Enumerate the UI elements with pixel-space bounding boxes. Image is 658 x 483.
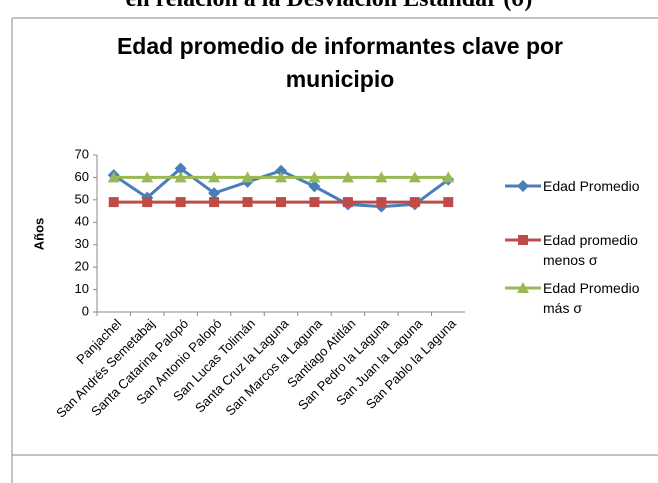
marker (174, 171, 187, 183)
legend-label: Edad promedio menos σ (543, 232, 638, 268)
marker (141, 171, 154, 183)
marker (209, 197, 220, 208)
marker (275, 171, 287, 183)
legend-marker (518, 235, 528, 245)
marker (175, 197, 186, 208)
marker (409, 197, 420, 208)
marker (208, 171, 221, 183)
marker (376, 197, 387, 208)
marker (443, 197, 454, 208)
y-axis-label: Años (31, 218, 46, 251)
marker (442, 171, 455, 183)
marker (342, 197, 353, 208)
y-tick-label: 10 (75, 281, 89, 296)
marker (142, 197, 153, 208)
marker (241, 171, 254, 183)
marker (308, 171, 321, 183)
y-tick-label: 70 (75, 146, 89, 161)
marker (308, 180, 321, 193)
marker (174, 162, 187, 175)
heading: en relación a la Desviación Estándar (σ) (0, 0, 658, 13)
y-tick-label: 30 (75, 236, 89, 251)
y-tick-label: 60 (75, 169, 89, 184)
marker (108, 197, 119, 208)
chart-title: Edad promedio de informantes clave por m… (116, 33, 564, 92)
marker (242, 197, 253, 208)
legend-label: Edad Promedio (543, 178, 640, 194)
marker (208, 187, 221, 200)
marker (375, 171, 388, 183)
marker (341, 171, 354, 183)
marker (408, 171, 421, 183)
marker (107, 171, 120, 183)
marker (309, 197, 320, 208)
y-tick-label: 0 (82, 303, 89, 318)
legend-marker (517, 282, 529, 293)
y-tick-label: 20 (75, 259, 89, 274)
marker (276, 197, 286, 208)
legend-label: Edad Promedio más σ (543, 280, 640, 316)
y-tick-label: 50 (75, 191, 89, 206)
legend-marker (517, 180, 529, 192)
marker (275, 164, 287, 177)
y-tick-label: 40 (75, 214, 89, 229)
